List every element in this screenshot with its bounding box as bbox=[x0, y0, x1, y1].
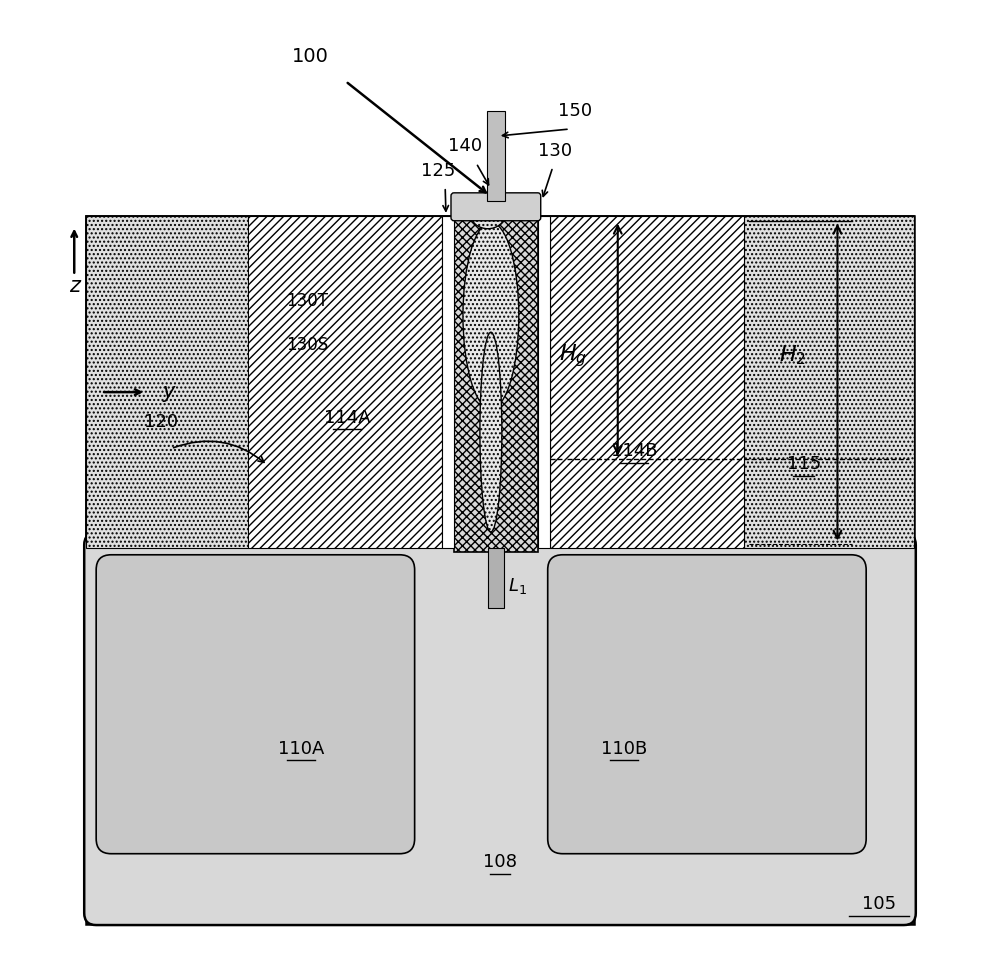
Bar bbox=[442, 216, 454, 549]
Bar bbox=[248, 216, 442, 549]
Text: $H_2$: $H_2$ bbox=[779, 344, 806, 367]
Ellipse shape bbox=[470, 199, 505, 229]
Text: z: z bbox=[69, 276, 80, 296]
Text: 130T: 130T bbox=[286, 291, 328, 309]
Text: 100: 100 bbox=[292, 47, 329, 66]
FancyBboxPatch shape bbox=[451, 193, 541, 220]
FancyBboxPatch shape bbox=[548, 555, 866, 854]
Text: $L_1$: $L_1$ bbox=[508, 577, 527, 597]
Text: 108: 108 bbox=[483, 853, 517, 871]
Bar bbox=[550, 216, 744, 549]
Text: 114A: 114A bbox=[324, 409, 371, 426]
Bar bbox=[744, 216, 914, 549]
Bar bbox=[454, 216, 538, 553]
Ellipse shape bbox=[480, 332, 502, 532]
Bar bbox=[488, 549, 504, 608]
Text: 150: 150 bbox=[558, 103, 592, 120]
Text: 130S: 130S bbox=[286, 336, 329, 354]
Text: 115: 115 bbox=[787, 455, 821, 473]
Ellipse shape bbox=[463, 222, 519, 409]
Text: 125: 125 bbox=[421, 162, 455, 180]
Text: y: y bbox=[163, 382, 175, 402]
Bar bbox=[86, 216, 914, 549]
Text: 110A: 110A bbox=[278, 740, 325, 758]
Text: 130: 130 bbox=[538, 142, 572, 160]
Text: $H_g$: $H_g$ bbox=[559, 342, 587, 369]
Text: 120: 120 bbox=[144, 413, 178, 431]
Text: 114B: 114B bbox=[611, 442, 658, 460]
Bar bbox=[538, 216, 550, 549]
Bar bbox=[86, 216, 248, 549]
Bar bbox=[487, 111, 505, 201]
FancyBboxPatch shape bbox=[96, 555, 415, 854]
FancyBboxPatch shape bbox=[84, 533, 916, 925]
Text: 110B: 110B bbox=[601, 740, 647, 758]
Bar bbox=[86, 216, 914, 924]
Text: 105: 105 bbox=[862, 895, 896, 913]
Text: 140: 140 bbox=[448, 137, 482, 155]
